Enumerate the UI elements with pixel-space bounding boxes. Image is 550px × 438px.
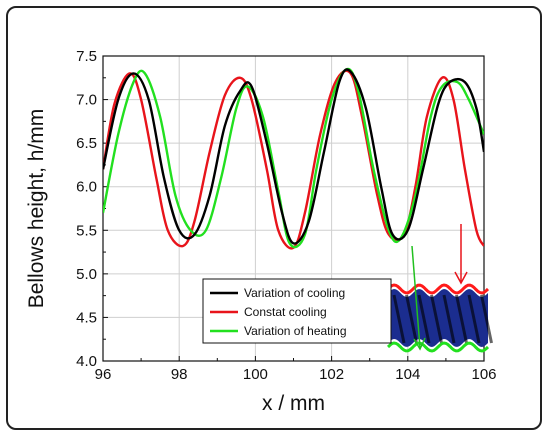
y-tick-label: 5.5 xyxy=(76,222,97,239)
green-arrow-head xyxy=(413,337,426,351)
bellows-bottom-wave xyxy=(386,341,490,353)
x-axis-label: x / mm xyxy=(262,392,325,415)
x-tick-label: 102 xyxy=(319,366,344,383)
legend-label-2: Variation of heating xyxy=(244,324,347,338)
series-line-1 xyxy=(103,69,484,250)
legend: Variation of cooling Constat cooling Varia… xyxy=(202,278,392,344)
legend-label-0: Variation of cooling xyxy=(244,286,345,300)
x-tick-label: 100 xyxy=(243,366,268,383)
bellows-stripe xyxy=(417,294,431,344)
y-tick-label: 4.5 xyxy=(76,309,97,326)
series-group xyxy=(103,67,484,250)
y-tick-label: 5.0 xyxy=(76,266,97,283)
bellows-stripe xyxy=(455,294,468,344)
y-tick-label: 6.5 xyxy=(76,135,97,152)
y-tick-label: 4.0 xyxy=(76,353,97,370)
x-tick-label: 104 xyxy=(395,366,420,383)
red-arrow-head xyxy=(454,271,468,285)
x-tick-label: 106 xyxy=(471,366,496,383)
y-tick-label: 6.0 xyxy=(76,179,97,196)
axis-ticks: 96 98 100 102 104 106 4.0 4.5 5.0 5.5 6.0 6.5 7.0 7.5 xyxy=(76,48,496,383)
green-arrow-shaft xyxy=(411,245,421,349)
bellows-top-wave xyxy=(386,283,490,295)
bellows-stripe xyxy=(392,294,406,344)
x-tick-label: 96 xyxy=(95,366,112,383)
bellows-stripes xyxy=(392,294,493,344)
series-line-2 xyxy=(103,67,484,249)
bellows-stripe xyxy=(467,294,481,344)
figure-frame xyxy=(6,6,542,430)
series-line-0 xyxy=(103,68,484,245)
y-tick-label: 7.5 xyxy=(76,48,97,65)
x-tick-label: 98 xyxy=(171,366,188,383)
bellows-inset xyxy=(386,224,493,353)
y-tick-label: 7.0 xyxy=(76,92,97,109)
bellows-stripe xyxy=(480,294,493,344)
legend-label-1: Constat cooling xyxy=(244,305,327,319)
bellows-stripe xyxy=(405,294,418,344)
bellows-stripe xyxy=(442,294,456,344)
y-axis-label: Bellows height, h/mm xyxy=(25,109,48,309)
bellows-stripe xyxy=(430,294,443,344)
